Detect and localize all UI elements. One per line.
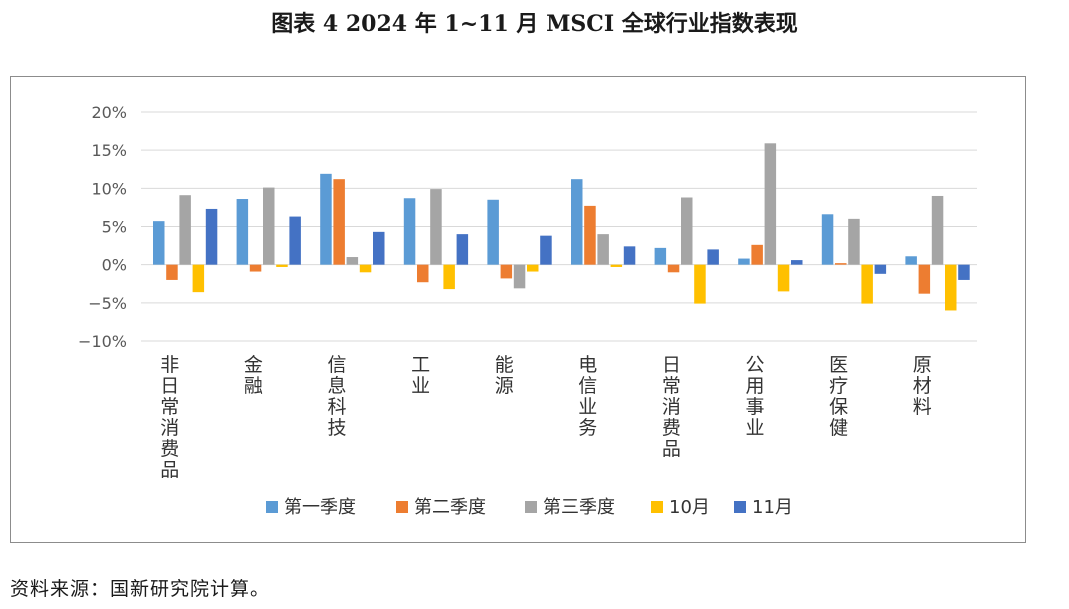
bar [597,234,609,265]
bar [320,173,332,265]
chart-frame: −10% −5% 0% 5% 10% 15% 20% 非日常消费品 金融 信息科技 工业 能源 电信业… [10,76,1026,543]
bar [571,179,583,265]
bar [249,264,262,272]
bar [821,214,834,265]
bar [540,235,552,265]
x-category-label: 原材料 [913,354,932,418]
bar [205,208,218,265]
bar [918,264,931,294]
bar [905,256,917,265]
bar [584,205,596,265]
bar [738,258,750,265]
x-category-label: 金融 [244,354,263,397]
legend-label: 10月 [669,497,710,518]
legend-label: 11月 [752,497,793,518]
bar [654,247,667,265]
chart-title: 图表 4 2024 年 1~11 月 MSCI 全球行业指数表现 [271,11,798,37]
legend-swatch [651,501,663,513]
legend-label: 第一季度 [284,497,356,518]
bar [791,260,803,265]
bar [931,195,944,265]
bar [667,264,680,273]
bar [443,264,455,290]
legend-swatch [396,501,408,513]
bar [527,264,539,272]
source-note: 资料来源：国新研究院计算。 [10,578,271,600]
legend-swatch [525,501,537,513]
y-tick-labels: −10% −5% 0% 5% 10% 15% 20% [78,103,127,351]
x-category-labels: 非日常消费品 金融 信息科技 工业 能源 电信业务 日常消费品 公用事业 医疗保健 原材料 [160,354,931,481]
bar [623,246,636,265]
y-tick-label: −10% [78,332,127,351]
bar [333,179,345,265]
bar [835,263,847,265]
legend-swatch [266,501,278,513]
bar [500,264,513,279]
bar [681,197,693,265]
legend: 第一季度 第二季度 第三季度 10月 11月 [266,497,793,518]
bar [945,264,957,311]
bar [359,264,372,273]
y-tick-label: 5% [102,218,127,237]
bar [848,218,860,265]
x-category-label: 工业 [411,354,430,397]
bar [166,264,178,280]
y-tick-label: 10% [91,179,127,198]
bar [192,264,205,293]
bar [694,264,706,304]
bar [403,198,416,265]
bar [861,264,873,304]
y-tick-label: 0% [102,256,127,275]
bar [874,264,887,274]
bar [764,143,777,265]
x-category-label: 日常消费品 [662,354,681,460]
bar [487,199,499,265]
bar [276,264,288,267]
x-category-label: 非日常消费品 [160,354,179,481]
bar [958,264,970,280]
legend-label: 第三季度 [543,497,615,518]
x-category-label: 公用事业 [745,354,764,439]
bar [430,189,442,265]
y-tick-label: 20% [91,103,127,122]
bar [263,187,275,265]
bar [513,264,526,289]
legend-label: 第二季度 [414,497,486,518]
x-category-label: 信息科技 [327,354,346,439]
bar [153,221,165,265]
bar [456,234,469,265]
bar [707,249,719,265]
bar [236,199,249,265]
bar [179,195,191,265]
bar [751,244,763,265]
bar [289,216,301,265]
legend-swatch [734,501,746,513]
y-tick-label: 15% [91,141,127,160]
bar [610,264,623,267]
bar [417,264,429,283]
bar [346,257,359,265]
x-category-label: 能源 [495,354,514,397]
chart-svg: −10% −5% 0% 5% 10% 15% 20% 非日常消费品 金融 信息科技 工业 能源 电信业… [78,103,977,518]
y-tick-label: −5% [88,294,127,313]
bar [373,231,385,265]
bar [777,264,790,292]
bars [153,143,970,311]
x-category-label: 电信业务 [578,354,597,439]
x-category-label: 医疗保健 [829,354,848,439]
